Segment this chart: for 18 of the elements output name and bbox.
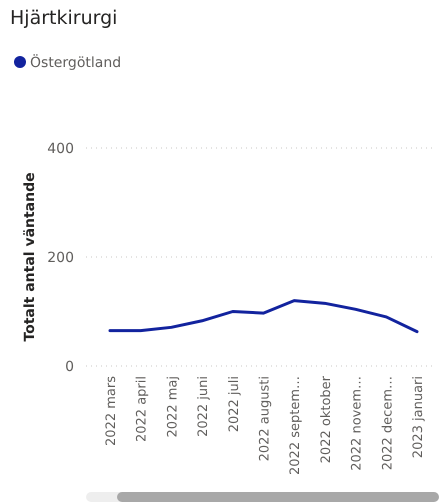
x-tick-label: 2022 juli [226,376,242,432]
x-tick-label: 2022 mars [104,376,119,446]
x-tick-label: 2022 septem… [288,376,304,475]
x-tick-label: 2022 juni [196,376,212,437]
x-tick-label: 2022 maj [165,376,180,438]
x-tick-label: 2022 novem… [350,376,365,471]
y-tick-label: 0 [65,359,74,375]
x-tick-label: 2022 decem… [380,376,396,470]
y-tick-label: 200 [47,250,74,266]
line-series [108,299,418,334]
x-tick-label: 2022 april [134,376,150,442]
x-tick-label: 2022 augusti [258,376,272,462]
chart-title: Hjärtkirurgi [10,7,118,29]
y-axis-title: Totalt antal väntande [22,172,38,342]
legend-label: Östergötland [30,54,122,71]
x-tick-label: 2022 oktober [318,375,334,464]
x-tick-label: 2023 januari [411,376,426,458]
y-tick-label: 400 [47,141,74,157]
